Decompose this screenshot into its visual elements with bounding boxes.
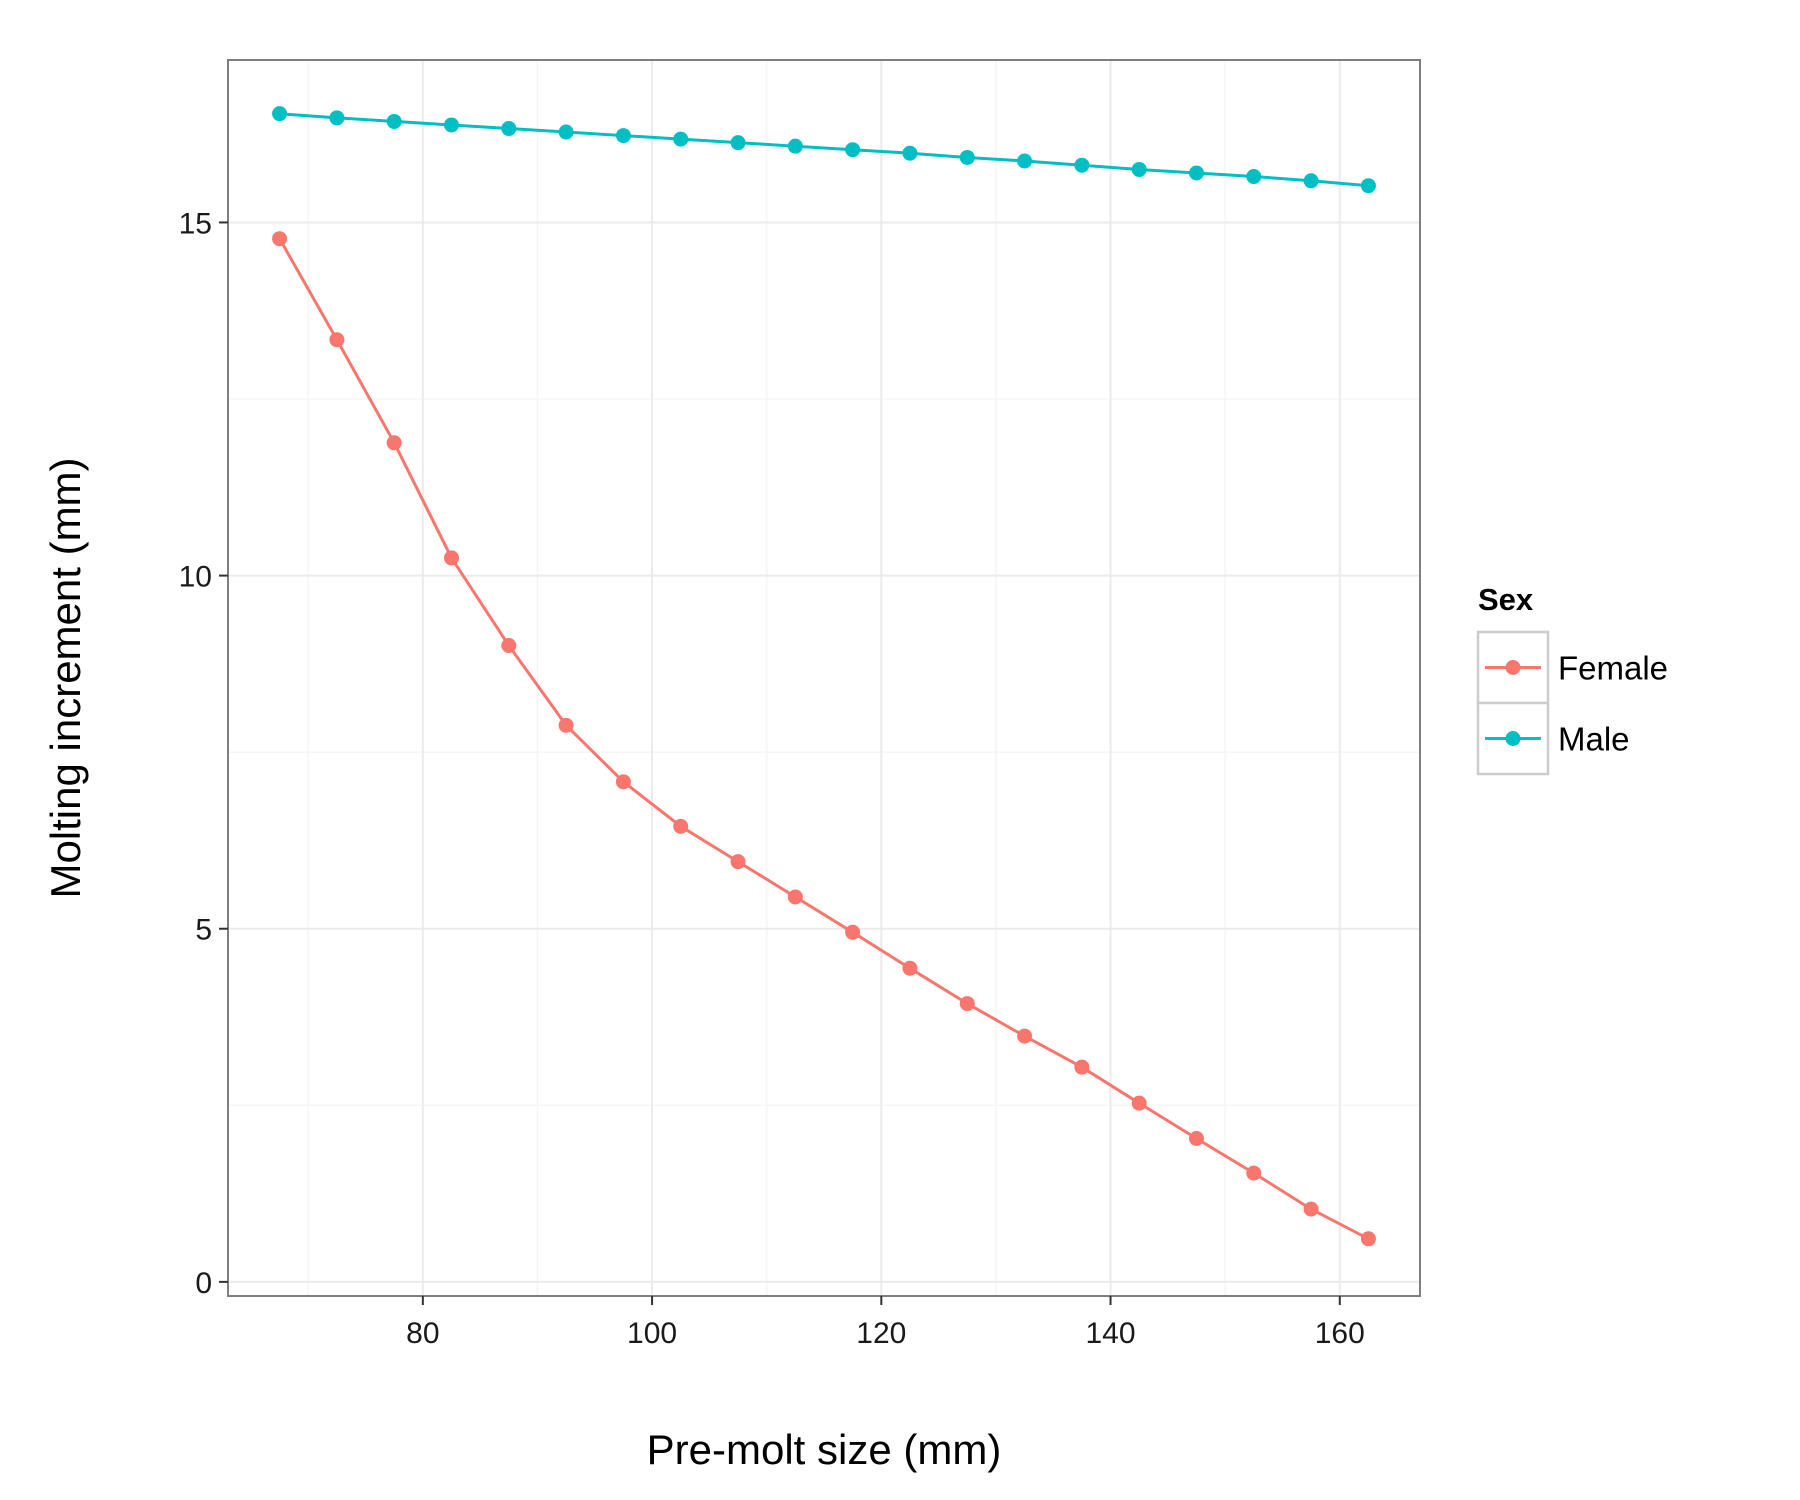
y-tick-label: 0 <box>195 1267 212 1300</box>
data-point-female <box>1360 1231 1376 1247</box>
legend-item-female: Female <box>1476 630 1668 705</box>
data-point-male <box>329 110 345 126</box>
legend-label-female: Female <box>1558 650 1668 687</box>
data-point-male <box>1303 173 1319 189</box>
data-point-male <box>1074 157 1090 173</box>
x-tick-label: 100 <box>627 1317 677 1350</box>
x-tick-label: 160 <box>1315 1317 1365 1350</box>
data-point-male <box>787 138 803 154</box>
data-point-male <box>1131 161 1147 177</box>
data-point-female <box>959 996 975 1012</box>
data-point-female <box>730 854 746 870</box>
x-axis-ticks: 80 100 120 140 160 <box>406 1296 1365 1350</box>
data-point-female <box>558 717 574 733</box>
legend-key-point <box>1505 731 1521 746</box>
grid-minor <box>228 60 1420 1296</box>
data-point-female <box>673 818 689 834</box>
data-point-male <box>902 145 918 161</box>
legend: Sex Female Male <box>1476 582 1668 776</box>
data-point-female <box>787 889 803 905</box>
data-point-female <box>615 774 631 790</box>
y-tick-label: 10 <box>179 561 212 594</box>
data-point-female <box>1246 1165 1262 1181</box>
data-point-female <box>444 550 459 566</box>
data-point-female <box>845 924 861 940</box>
plot-panel <box>228 60 1420 1296</box>
data-point-female <box>501 638 517 654</box>
series-layer <box>272 106 1376 1247</box>
data-point-male <box>501 121 517 137</box>
data-point-male <box>730 135 746 151</box>
data-point-male <box>1246 169 1262 185</box>
y-tick-label: 15 <box>179 207 212 240</box>
data-point-male <box>558 124 574 140</box>
series-line-female <box>278 237 1370 1241</box>
data-point-male <box>444 117 459 133</box>
legend-key-point <box>1505 660 1521 675</box>
series-male <box>272 106 1376 194</box>
series-female <box>272 231 1376 1247</box>
series-line-male <box>279 112 1369 188</box>
x-tick-label: 140 <box>1086 1317 1136 1350</box>
data-point-female <box>386 435 402 451</box>
y-tick-label: 5 <box>195 914 212 947</box>
data-point-male <box>1017 153 1033 169</box>
data-point-female <box>1303 1201 1319 1217</box>
x-axis-title: Pre-molt size (mm) <box>647 1426 1002 1473</box>
y-axis-title: Molting increment (mm) <box>42 457 89 898</box>
data-point-female <box>1017 1028 1033 1044</box>
data-point-male <box>386 113 402 129</box>
data-point-female <box>902 960 918 976</box>
data-point-male <box>272 106 288 122</box>
data-point-male <box>845 142 861 158</box>
legend-items: Female Male <box>1476 630 1668 776</box>
data-point-male <box>959 149 975 165</box>
y-axis-ticks: 0 5 10 15 <box>179 207 228 1300</box>
data-point-male <box>673 131 689 147</box>
legend-item-male: Male <box>1476 701 1630 776</box>
grid-major <box>228 60 1420 1296</box>
legend-label-male: Male <box>1558 721 1630 758</box>
data-point-male <box>615 128 631 144</box>
plot-border <box>227 59 1421 1297</box>
legend-title: Sex <box>1478 582 1534 617</box>
data-point-female <box>1074 1059 1090 1075</box>
x-tick-label: 120 <box>856 1317 906 1350</box>
x-tick-label: 80 <box>406 1317 439 1350</box>
data-point-male <box>1189 165 1204 181</box>
data-point-female <box>1189 1130 1204 1146</box>
data-point-female <box>272 231 288 247</box>
data-point-female <box>329 332 345 348</box>
data-point-female <box>1131 1095 1147 1111</box>
data-point-male <box>1360 178 1376 194</box>
